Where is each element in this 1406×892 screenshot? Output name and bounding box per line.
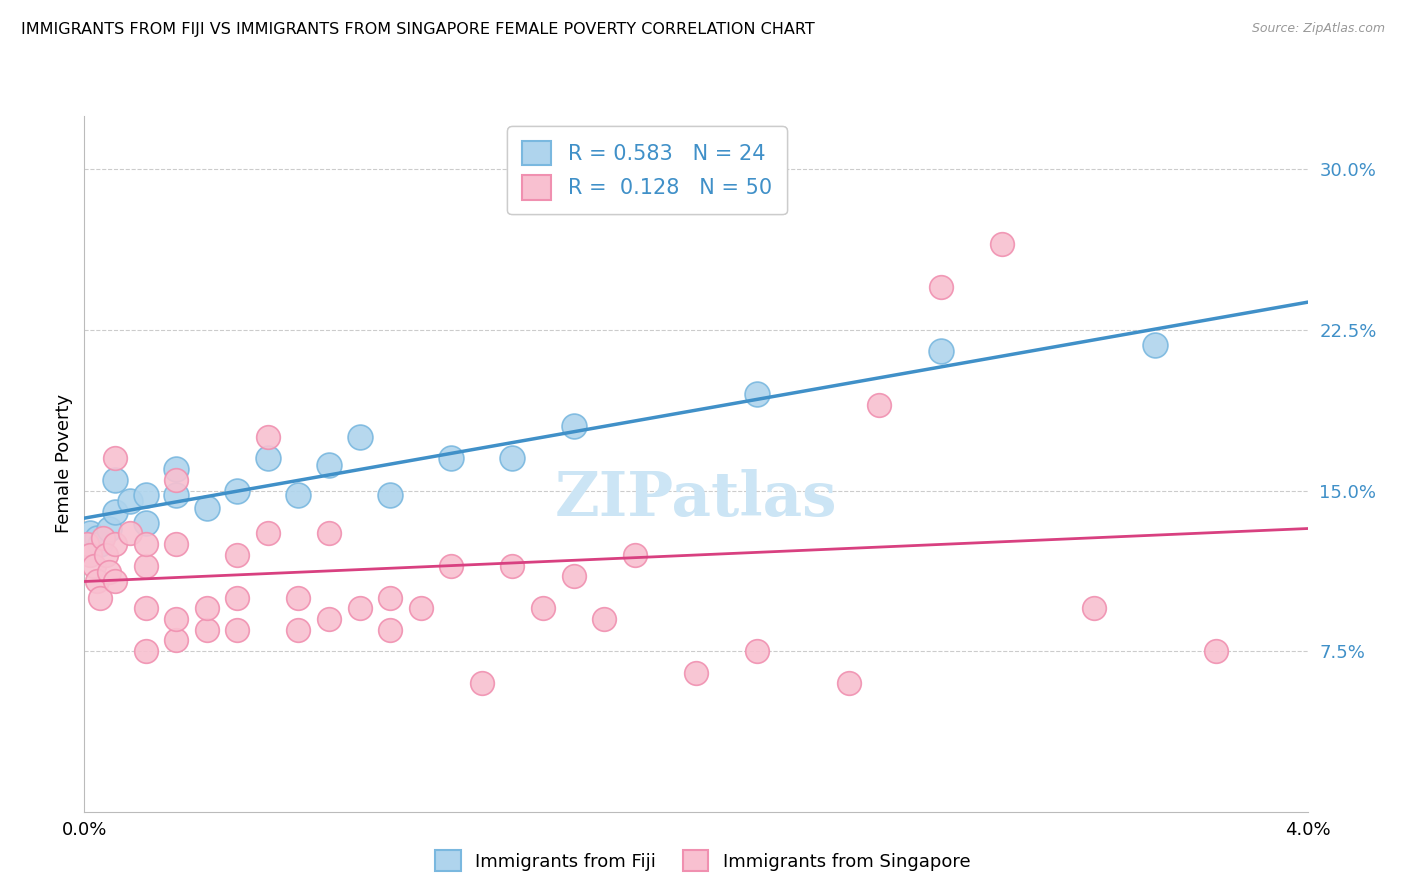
Point (380, 623, 402, 637)
Point (226, 591, 249, 605)
Point (97, 522, 120, 536)
Y-axis label: Female Poverty: Female Poverty (55, 394, 73, 533)
Point (838, 676, 860, 690)
Point (135, 601, 157, 615)
Point (747, 387, 769, 401)
Point (257, 526, 280, 541)
Point (624, 548, 647, 562)
Point (86, 574, 108, 588)
Point (135, 558, 157, 573)
Point (440, 558, 463, 573)
Point (562, 419, 585, 434)
Legend: Immigrants from Fiji, Immigrants from Singapore: Immigrants from Fiji, Immigrants from Si… (429, 843, 977, 879)
Point (165, 633, 187, 648)
Point (79, 548, 101, 562)
Point (89, 537, 111, 551)
Point (318, 526, 340, 541)
Point (79, 526, 101, 541)
Point (562, 569, 585, 583)
Point (1083, 601, 1105, 615)
Point (869, 398, 891, 412)
Point (165, 462, 187, 476)
Point (165, 612, 187, 626)
Point (440, 451, 463, 466)
Point (318, 612, 340, 626)
Text: IMMIGRANTS FROM FIJI VS IMMIGRANTS FROM SINGAPORE FEMALE POVERTY CORRELATION CHA: IMMIGRANTS FROM FIJI VS IMMIGRANTS FROM … (21, 22, 815, 37)
Point (1143, 338, 1166, 352)
Point (471, 676, 494, 690)
Point (86, 531, 108, 545)
Point (135, 516, 157, 530)
Text: Source: ZipAtlas.com: Source: ZipAtlas.com (1251, 22, 1385, 36)
Point (195, 500, 218, 515)
Point (135, 488, 157, 502)
Point (165, 473, 187, 487)
Point (94, 548, 117, 562)
Legend: R = 0.583   N = 24, R =  0.128   N = 50: R = 0.583 N = 24, R = 0.128 N = 50 (508, 127, 786, 214)
Point (165, 488, 187, 502)
Point (91, 531, 114, 545)
Point (83, 558, 105, 573)
Point (380, 591, 402, 605)
Point (257, 451, 280, 466)
Point (104, 473, 127, 487)
Point (409, 601, 432, 615)
Point (1205, 644, 1227, 658)
Point (135, 644, 157, 658)
Point (287, 623, 309, 637)
Point (531, 601, 554, 615)
Point (165, 537, 187, 551)
Point (287, 591, 309, 605)
Point (502, 451, 524, 466)
Point (929, 344, 952, 359)
Point (104, 451, 127, 466)
Point (349, 430, 371, 444)
Point (685, 665, 707, 680)
Point (929, 280, 952, 294)
Point (97, 565, 120, 579)
Point (380, 488, 402, 502)
Point (257, 430, 280, 444)
Point (104, 505, 127, 519)
Point (349, 601, 371, 615)
Point (104, 574, 127, 588)
Point (104, 537, 127, 551)
Point (593, 612, 616, 626)
Point (120, 526, 142, 541)
Point (502, 558, 524, 573)
Point (226, 483, 249, 498)
Text: ZIPatlas: ZIPatlas (555, 468, 837, 529)
Point (120, 494, 142, 508)
Point (318, 458, 340, 472)
Point (195, 623, 218, 637)
Point (195, 601, 218, 615)
Point (76, 537, 98, 551)
Point (135, 537, 157, 551)
Point (991, 237, 1014, 252)
Point (89, 591, 111, 605)
Point (747, 644, 769, 658)
Point (226, 623, 249, 637)
Point (287, 488, 309, 502)
Point (226, 548, 249, 562)
